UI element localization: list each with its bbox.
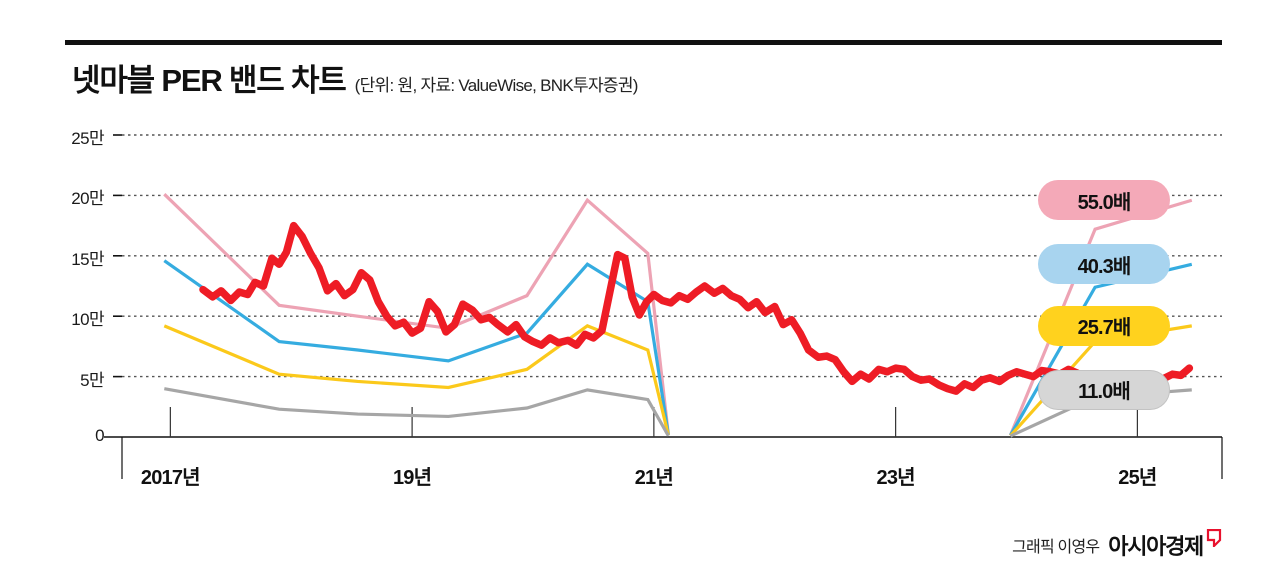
x-tick-label: 2017년: [140, 467, 201, 489]
page-title: 넷마블 PER 밴드 차트: [72, 63, 347, 98]
band-line-25.7배: [163, 324, 670, 436]
band-line-11.0배: [164, 387, 670, 437]
y-tick-label: 10만: [71, 310, 104, 330]
title-row: 넷마블 PER 밴드 차트 (단위: 원, 자료: ValueWise, BNK…: [72, 55, 638, 100]
quote-mark-icon: [1206, 528, 1222, 552]
x-tick-label: 25년: [1118, 467, 1157, 489]
price-line-path: [199, 221, 1194, 395]
y-tick-label: 0: [95, 426, 104, 445]
x-tick-label: 19년: [392, 467, 432, 489]
legend-pill-40.3배[interactable]: 40.3배: [1038, 244, 1170, 285]
credit-line: 그래픽 이영우 아시아경제: [1012, 528, 1222, 561]
legend-pill-25.7배[interactable]: 25.7배: [1038, 305, 1170, 346]
credit-author: 그래픽 이영우: [1012, 539, 1100, 556]
y-tick-label: 15만: [71, 249, 104, 269]
y-tick-label: 25만: [71, 129, 104, 148]
legend-pill-11.0배[interactable]: 11.0배: [1038, 369, 1170, 410]
band-line-55.0배: [163, 193, 670, 435]
band-line-40.3배: [163, 259, 670, 435]
y-tick-label: 20만: [71, 189, 104, 209]
x-tick-label: 21년: [634, 467, 674, 489]
page-subtitle: (단위: 원, 자료: ValueWise, BNK투자증권): [354, 76, 639, 95]
header-rule: [65, 40, 1222, 45]
band-lines: [163, 193, 1193, 438]
x-tick-label: 23년: [876, 467, 916, 489]
y-tick-label: 5만: [80, 370, 105, 390]
legend-pill-55.0배[interactable]: 55.0배: [1038, 180, 1170, 221]
price-line: [199, 221, 1194, 395]
brand-name: 아시아경제: [1108, 534, 1204, 559]
